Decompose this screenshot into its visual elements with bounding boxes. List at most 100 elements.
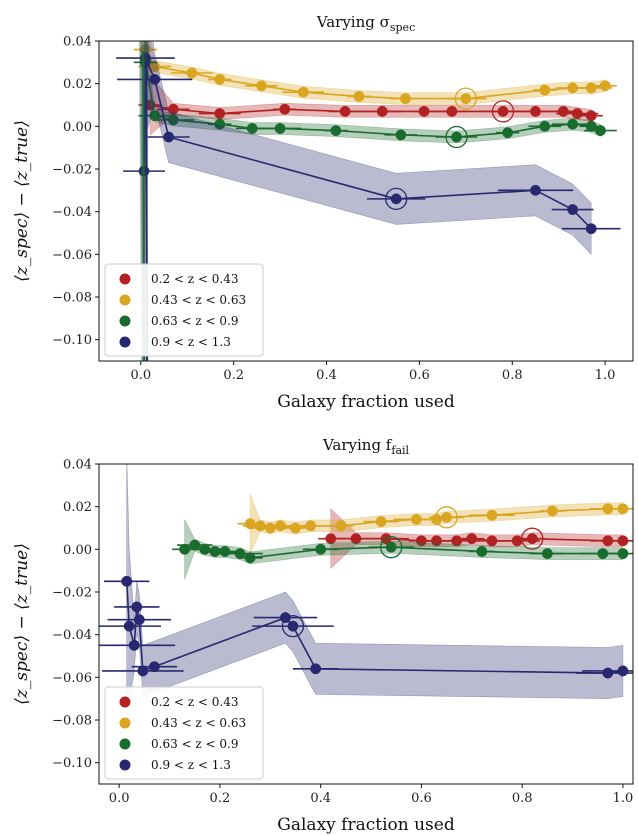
legend-marker <box>119 717 131 729</box>
y-axis-label: ⟨z_spec⟩ − ⟨z_true⟩ <box>12 543 32 705</box>
data-point <box>585 110 597 122</box>
data-point <box>567 204 579 215</box>
y-tick-label: −0.04 <box>52 205 92 220</box>
data-point <box>617 665 629 677</box>
data-point <box>234 548 246 560</box>
legend-marker <box>119 696 131 708</box>
data-point <box>546 505 558 517</box>
legend-marker <box>119 759 131 771</box>
legend: 0.2 < z < 0.43 0.43 < z < 0.63 0.63 < z < … <box>104 686 264 780</box>
y-tick-label: −0.10 <box>52 333 92 348</box>
data-point <box>330 125 342 137</box>
data-point <box>350 533 362 545</box>
x-tick-label: 0.2 <box>223 368 244 383</box>
chart-title: Varying ffail <box>322 436 410 457</box>
x-tick-label: 0.0 <box>109 791 130 806</box>
y-tick-label: −0.02 <box>52 163 92 178</box>
data-point <box>353 91 365 102</box>
data-point <box>279 103 291 115</box>
data-point <box>585 82 597 94</box>
data-point <box>539 84 551 96</box>
data-point <box>390 193 402 205</box>
data-point <box>121 575 133 587</box>
x-tick-label: 0.6 <box>411 791 432 806</box>
data-point <box>123 620 135 632</box>
highlight-circle <box>521 527 544 550</box>
y-tick-label: −0.08 <box>52 291 92 306</box>
data-point <box>375 516 387 528</box>
data-point <box>163 131 175 143</box>
y-axis-label: ⟨z_spec⟩ − ⟨z_true⟩ <box>12 120 32 282</box>
data-point <box>557 105 569 117</box>
x-axis-label: Galaxy fraction used <box>277 815 455 835</box>
highlight-circle <box>454 87 477 110</box>
axes-frame <box>98 40 634 362</box>
legend-label: 0.63 < z < 0.9 <box>151 314 239 328</box>
data-point <box>597 548 609 560</box>
data-point <box>186 67 198 79</box>
data-point <box>595 125 606 137</box>
data-point <box>602 667 614 679</box>
data-point <box>567 118 579 130</box>
y-tick-label: 0.02 <box>63 77 92 92</box>
data-point <box>287 620 299 632</box>
chart-panel-2: 0.0 0.2 0.4 0.6 0.8 1.0 0.04 0.02 0.00 −0.02 −0.04… <box>12 436 634 835</box>
legend-marker <box>119 273 131 285</box>
data-point <box>214 73 226 85</box>
data-point <box>431 535 442 547</box>
y-tick-label: 0.02 <box>63 500 92 515</box>
data-point <box>256 80 267 92</box>
data-point <box>400 93 411 105</box>
data-point <box>315 543 327 555</box>
data-point <box>539 120 551 132</box>
data-point <box>305 520 317 532</box>
data-point <box>274 520 286 532</box>
legend-marker <box>119 315 131 327</box>
data-point <box>451 535 463 547</box>
y-tick-label: 0.04 <box>63 35 92 50</box>
legend-box <box>104 263 264 357</box>
data-point <box>395 129 407 141</box>
data-point <box>602 503 614 515</box>
y-tick-label: 0.04 <box>63 458 92 473</box>
y-tick-label: −0.10 <box>52 756 92 771</box>
data-point <box>214 108 226 119</box>
highlight-circle <box>491 100 515 123</box>
legend-label: 0.9 < z < 1.3 <box>151 335 231 349</box>
legend-marker <box>119 294 131 306</box>
x-tick-label: 0.0 <box>130 368 151 383</box>
error-band-3 <box>145 41 601 144</box>
x-tick-label: 0.4 <box>316 368 337 383</box>
data-point <box>541 548 553 560</box>
y-tick-label: −0.04 <box>52 628 92 643</box>
data-point <box>335 520 347 532</box>
data-point <box>486 509 498 521</box>
data-point <box>497 105 509 117</box>
y-tick-label: −0.08 <box>52 714 92 729</box>
data-point <box>131 601 143 613</box>
highlight-circle <box>380 536 403 559</box>
y-tick-label: −0.06 <box>52 248 92 263</box>
data-point <box>602 535 614 547</box>
x-tick-label: 0.4 <box>310 791 331 806</box>
data-point <box>599 80 611 92</box>
data-point <box>244 552 256 564</box>
x-tick-label: 0.8 <box>512 791 533 806</box>
data-point <box>502 127 514 139</box>
legend-label: 0.43 < z < 0.63 <box>151 293 246 307</box>
data-point <box>310 663 322 675</box>
error-band-3 <box>184 519 624 580</box>
data-point <box>530 105 541 117</box>
x-tick-label: 0.8 <box>502 368 523 383</box>
data-point <box>460 93 472 105</box>
data-point <box>451 131 462 143</box>
data-point <box>297 86 309 98</box>
highlight-circle <box>435 506 458 529</box>
data-point <box>585 223 597 235</box>
data-point <box>167 103 179 115</box>
data-point <box>264 522 276 534</box>
data-point <box>418 105 430 117</box>
y-tick-label: −0.02 <box>52 586 92 601</box>
data-point <box>133 614 145 626</box>
